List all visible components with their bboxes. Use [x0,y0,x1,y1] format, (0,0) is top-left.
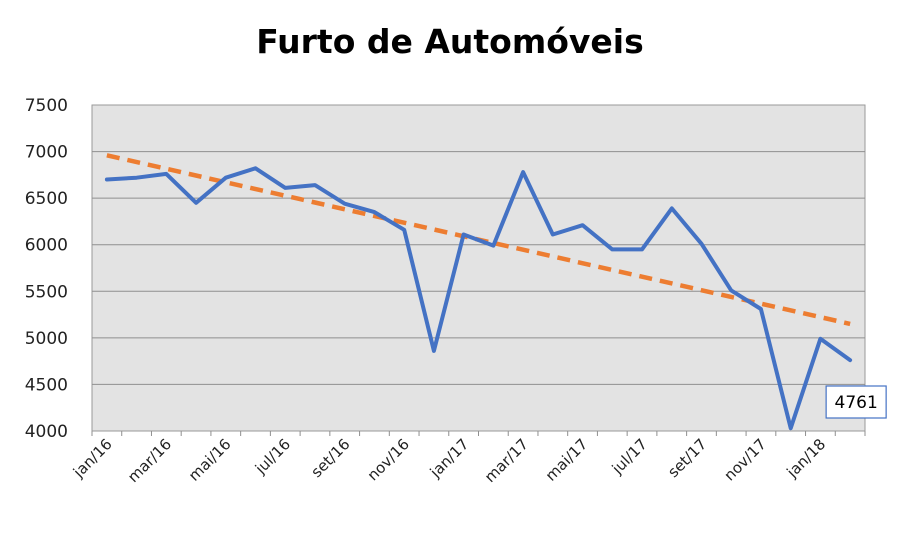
x-tick-label: jan/17 [426,435,473,482]
data-point [164,172,168,176]
y-tick-label: 5500 [25,282,68,302]
data-point [670,206,674,210]
data-point [521,170,525,174]
data-point [848,358,852,362]
data-point [224,176,228,180]
data-point [194,201,198,205]
y-tick-label: 6500 [25,189,68,209]
data-point [462,232,466,236]
x-tick-label: jan/18 [783,435,830,482]
data-point [640,247,644,251]
data-label: 4761 [835,393,878,413]
data-point [254,166,258,170]
x-tick-label: mai/16 [185,435,235,485]
data-point [491,244,495,248]
plot-area [91,104,866,432]
y-tick-label: 7000 [25,143,68,163]
y-tick-label: 5000 [25,329,68,349]
data-point [818,337,822,341]
data-point [699,242,703,246]
data-point [402,228,406,232]
y-tick-label: 6000 [25,236,68,256]
data-point [759,307,763,311]
data-point [343,202,347,206]
x-tick-label: nov/16 [364,435,413,484]
data-point [610,247,614,251]
data-point [372,210,376,214]
data-point [313,183,317,187]
x-tick-label: nov/17 [720,435,769,484]
data-point [581,223,585,227]
data-point [135,176,139,180]
data-point [105,178,109,182]
x-tick-label: jan/16 [69,435,116,482]
x-tick-label: mar/16 [124,435,175,486]
x-tick-label: mar/17 [481,435,532,486]
data-point [789,426,793,430]
chart-title: Furto de Automóveis [256,22,644,61]
data-point [729,288,733,292]
x-tick-label: jul/16 [251,435,294,478]
data-point [283,186,287,190]
y-tick-label: 4500 [25,375,68,395]
y-tick-label: 4000 [25,422,68,442]
x-tick-label: set/16 [308,435,354,481]
x-tick-label: jul/17 [608,435,651,478]
data-point [551,232,555,236]
data-label-box [825,385,887,419]
data-point [432,349,436,353]
x-tick-label: mai/17 [542,435,592,485]
series-line [104,166,853,431]
x-tick-label: set/17 [664,435,710,481]
y-tick-label: 7500 [25,96,68,116]
